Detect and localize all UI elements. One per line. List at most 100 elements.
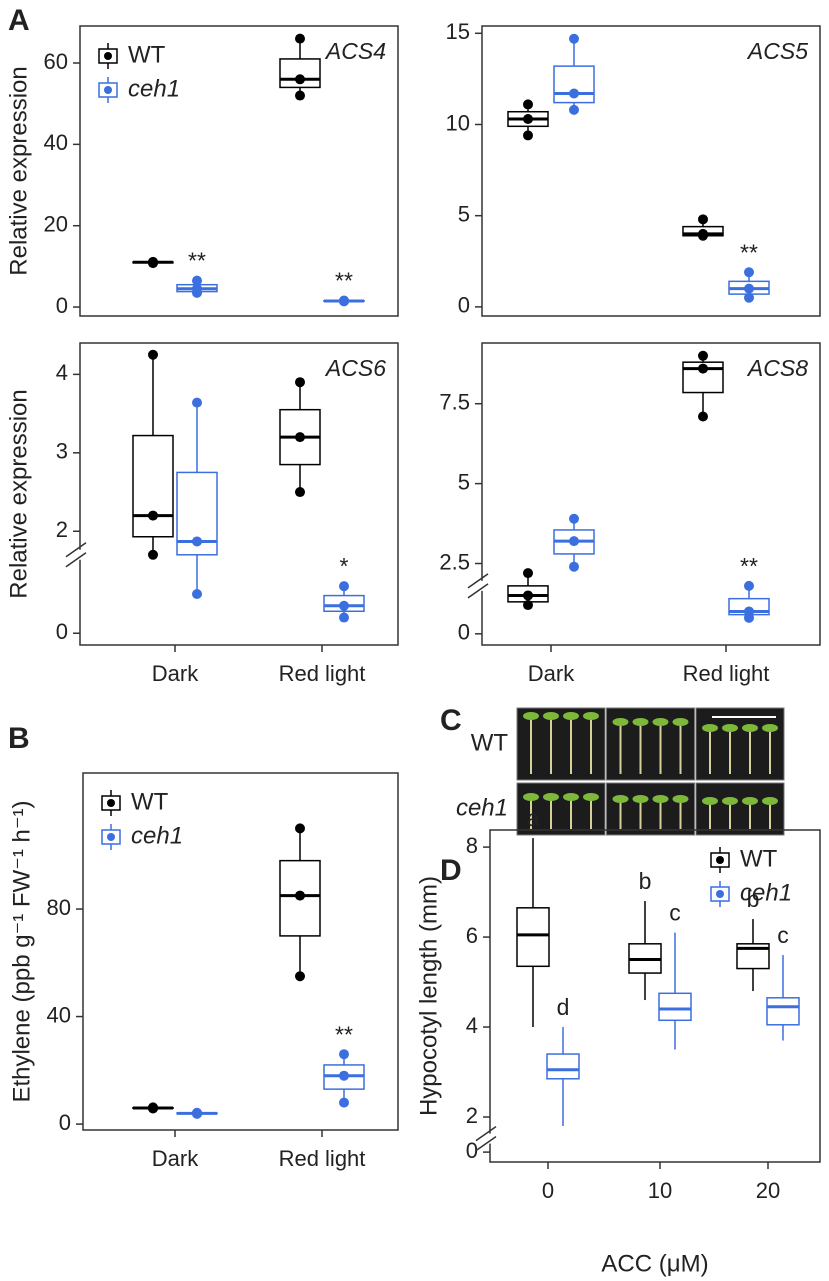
- y-tick-label: 5: [458, 469, 470, 494]
- data-point: [569, 33, 579, 44]
- data-point: [698, 363, 708, 374]
- significance-label: **: [335, 1021, 353, 1047]
- significance-label: *: [340, 553, 349, 579]
- y-tick-label: 10: [446, 110, 470, 135]
- data-point: [192, 1107, 202, 1118]
- data-point: [339, 581, 349, 592]
- chart-title: ACS4: [324, 38, 386, 64]
- plot-frame: [82, 772, 399, 1131]
- row-label: ceh1: [456, 794, 508, 821]
- legend-label: ceh1: [128, 75, 180, 102]
- y-tick-label: 2.5: [439, 549, 470, 574]
- y-tick-label: 7.5: [439, 390, 470, 415]
- seedling-leaf: [563, 712, 579, 720]
- seedling-leaf: [583, 793, 599, 801]
- data-point: [698, 228, 708, 239]
- data-point: [523, 568, 533, 579]
- data-point: [148, 1102, 158, 1113]
- x-tick-label: 10: [648, 1178, 672, 1203]
- box: [279, 58, 321, 89]
- legend-label: ceh1: [740, 879, 792, 906]
- seedling-leaf: [523, 712, 539, 720]
- legend-dot: [107, 833, 115, 841]
- break-mask: [487, 1133, 493, 1144]
- data-point: [295, 823, 305, 834]
- data-point: [192, 536, 202, 547]
- x-tick-label: Red light: [683, 661, 770, 686]
- y-tick-label: 80: [47, 895, 71, 920]
- significance-label: d: [557, 994, 570, 1020]
- data-point: [523, 600, 533, 611]
- y-tick-label: 40: [47, 1002, 71, 1027]
- box: [546, 1053, 580, 1080]
- data-point: [339, 1097, 349, 1108]
- y-tick-label: 20: [44, 212, 68, 237]
- panel-label: D: [440, 854, 462, 887]
- legend-label: WT: [740, 845, 778, 872]
- data-point: [523, 130, 533, 141]
- y-tick-label: 15: [446, 19, 470, 44]
- y-tick-label: 5: [458, 201, 470, 226]
- seedling-leaf: [612, 795, 629, 803]
- data-point: [148, 349, 158, 360]
- data-point: [339, 295, 349, 306]
- data-point: [569, 513, 579, 524]
- data-point: [523, 114, 533, 125]
- y-tick-label: 0: [59, 1110, 71, 1135]
- data-point: [744, 606, 754, 617]
- plot-frame: [489, 829, 821, 1163]
- break-mask: [77, 549, 83, 560]
- plot-frame: [79, 25, 399, 317]
- significance-label: **: [740, 239, 758, 265]
- legend-dot: [104, 86, 112, 94]
- seedling-leaf: [722, 797, 738, 805]
- box: [766, 997, 800, 1026]
- significance-label: c: [777, 922, 789, 948]
- data-point: [744, 267, 754, 278]
- panel-label: A: [8, 4, 30, 37]
- chart-title: ACS8: [746, 355, 808, 381]
- seedling-leaf: [632, 718, 649, 726]
- x-tick-label: Red light: [279, 661, 366, 686]
- data-point: [295, 377, 305, 388]
- seedling-leaf: [762, 797, 778, 805]
- data-point: [523, 590, 533, 601]
- x-tick-label: Dark: [152, 1146, 199, 1171]
- legend-dot: [716, 890, 724, 898]
- seedling-leaf: [543, 712, 559, 720]
- seedling-leaf: [762, 724, 778, 732]
- data-point: [569, 536, 579, 547]
- box: [553, 65, 595, 104]
- data-point: [339, 1049, 349, 1060]
- seedling-leaf: [672, 718, 689, 726]
- data-point: [569, 561, 579, 572]
- y-tick-label: 0: [56, 293, 68, 318]
- seedling-leaf: [563, 793, 579, 801]
- data-point: [192, 283, 202, 294]
- box: [516, 907, 550, 968]
- legend-label: ceh1: [131, 822, 183, 849]
- x-tick-label: 20: [756, 1178, 780, 1203]
- y-tick-label: 0: [458, 620, 470, 645]
- data-point: [295, 33, 305, 44]
- data-point: [148, 256, 158, 267]
- seedling-leaf: [632, 795, 649, 803]
- seedling-leaf: [612, 718, 629, 726]
- seedling-leaf: [742, 724, 758, 732]
- panel-label: C: [440, 704, 462, 737]
- y-tick-label: 4: [466, 1013, 478, 1038]
- significance-label: b: [639, 868, 652, 894]
- seedling-leaf: [702, 797, 718, 805]
- data-point: [339, 1070, 349, 1081]
- data-point: [295, 890, 305, 901]
- x-tick-label: Dark: [528, 661, 575, 686]
- data-point: [295, 432, 305, 443]
- box: [658, 992, 692, 1022]
- seedling-leaf: [652, 718, 669, 726]
- data-point: [569, 88, 579, 99]
- data-point: [569, 104, 579, 115]
- y-axis-label: Relative expression: [5, 389, 32, 598]
- axis-break: [467, 583, 489, 599]
- y-tick-label: 2: [56, 517, 68, 542]
